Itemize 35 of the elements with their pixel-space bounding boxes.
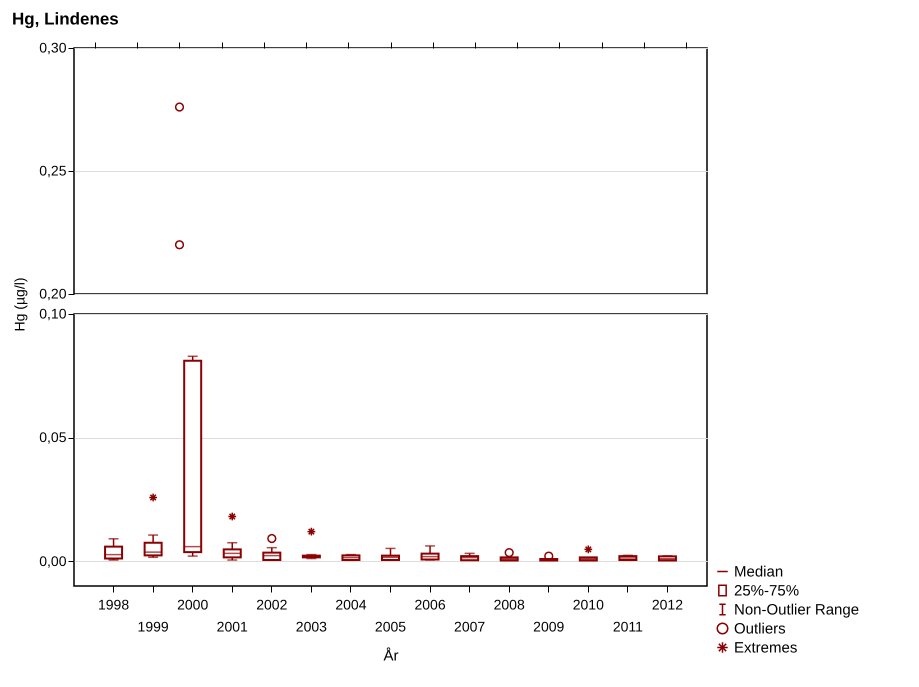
x-tick-label: 2003 xyxy=(296,618,328,634)
legend-label: 25%-75% xyxy=(734,582,800,600)
point xyxy=(504,548,514,558)
x-tick-label: 2004 xyxy=(335,596,367,612)
legend-label: Outliers xyxy=(734,620,786,638)
chart-title: Hg, Lindenes xyxy=(12,9,119,28)
text: Median xyxy=(734,564,784,580)
x-tick-label: 1999 xyxy=(138,618,169,634)
y-tick-label: 0,10 xyxy=(39,306,67,322)
x-tick-label: 2005 xyxy=(374,618,406,634)
x-tick-label: 1998 xyxy=(98,596,130,612)
point xyxy=(306,526,316,536)
x-tick-label: 2001 xyxy=(216,618,248,634)
x-tick-label: 2000 xyxy=(177,596,208,612)
point xyxy=(148,492,158,502)
text: Non-Outlier Range xyxy=(734,602,860,618)
x-tick-label: 2006 xyxy=(414,596,446,612)
y-tick-label: 0,25 xyxy=(39,162,67,178)
x-tick-label: 2012 xyxy=(652,596,684,612)
x-tick-label: 2008 xyxy=(494,596,525,612)
y-tick-label: 0,30 xyxy=(39,40,67,56)
x-tick-label: 2009 xyxy=(533,618,565,634)
x-tick-label: 2007 xyxy=(454,618,486,634)
y-tick-label: 0,05 xyxy=(39,429,67,446)
x-axis-title: År xyxy=(384,646,399,664)
y-tick-label: 0,00 xyxy=(39,552,67,569)
x-tick-label: 2010 xyxy=(572,596,604,612)
legend-label: Extremes xyxy=(734,640,798,656)
point xyxy=(228,512,237,522)
point xyxy=(267,534,276,544)
point xyxy=(584,544,593,554)
x-tick-label: 2002 xyxy=(256,596,288,612)
y-axis-title: Hg (µg/l) xyxy=(11,278,28,332)
y-tick-label: 0,20 xyxy=(39,286,67,302)
x-tick-label: 2011 xyxy=(612,618,644,634)
